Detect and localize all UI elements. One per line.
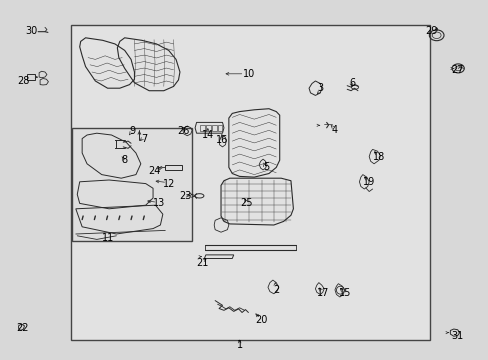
Text: 13: 13 (152, 198, 165, 208)
Text: 18: 18 (372, 152, 385, 162)
Text: 22: 22 (16, 323, 28, 333)
Text: 7: 7 (141, 134, 147, 144)
Text: 4: 4 (331, 125, 337, 135)
Text: 5: 5 (263, 162, 269, 172)
Text: 24: 24 (147, 166, 160, 176)
Text: 11: 11 (101, 233, 114, 243)
Text: 25: 25 (240, 198, 253, 208)
Text: 14: 14 (201, 130, 214, 140)
Text: 19: 19 (362, 177, 375, 187)
Text: 23: 23 (179, 191, 192, 201)
Text: 12: 12 (162, 179, 175, 189)
Text: 30: 30 (25, 26, 38, 36)
Text: 28: 28 (17, 76, 30, 86)
Text: 27: 27 (450, 65, 463, 75)
Text: 20: 20 (255, 315, 267, 325)
Text: 9: 9 (129, 126, 135, 136)
Bar (71, 25, 429, 340)
Text: 26: 26 (177, 126, 189, 136)
Text: 16: 16 (216, 135, 228, 145)
Text: 21: 21 (196, 258, 209, 268)
Text: 10: 10 (243, 69, 255, 79)
Text: 2: 2 (273, 285, 279, 295)
Text: 6: 6 (348, 78, 354, 88)
Text: 29: 29 (424, 26, 437, 36)
Text: 8: 8 (122, 155, 127, 165)
Text: 1: 1 (236, 340, 242, 350)
Text: 3: 3 (317, 83, 323, 93)
Text: 15: 15 (338, 288, 350, 298)
Bar (72, 128, 192, 241)
Text: 31: 31 (450, 330, 463, 341)
Text: 17: 17 (316, 288, 328, 298)
